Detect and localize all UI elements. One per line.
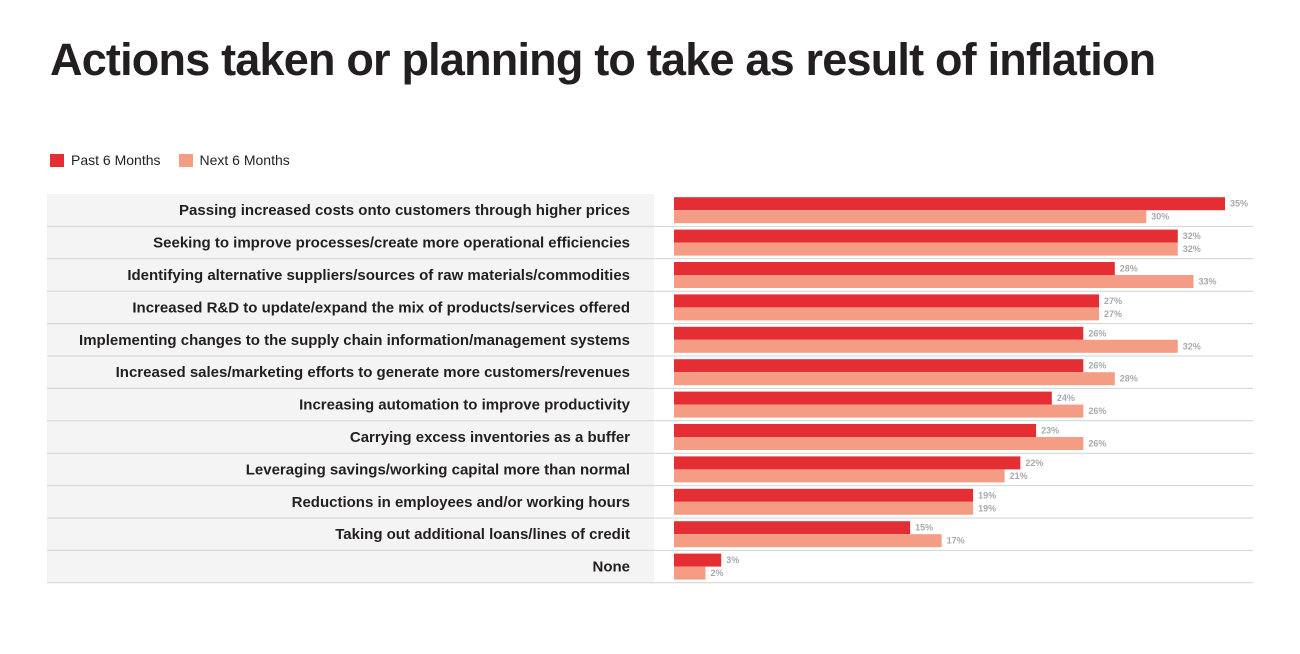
bar-past	[674, 391, 1052, 405]
category-label: Reductions in employees and/or working h…	[292, 494, 630, 511]
value-label-past: 15%	[915, 523, 933, 533]
value-label-next: 19%	[978, 503, 996, 513]
bar-next	[674, 307, 1100, 321]
bar-next	[674, 469, 1005, 483]
bar-next	[674, 534, 942, 548]
bar-next	[674, 339, 1178, 353]
legend-item-next: Next 6 Months	[178, 152, 290, 168]
bar-past	[674, 553, 722, 567]
bar-next	[674, 242, 1178, 256]
value-label-next: 28%	[1120, 374, 1138, 384]
bar-past	[674, 488, 974, 502]
bar-past	[674, 359, 1084, 373]
category-label: Seeking to improve processes/create more…	[153, 235, 630, 252]
bar-past	[674, 294, 1100, 308]
value-label-past: 23%	[1041, 426, 1059, 436]
value-label-past: 26%	[1088, 328, 1106, 338]
legend-label-past: Past 6 Months	[71, 152, 161, 168]
bar-next	[674, 210, 1147, 224]
category-label: Taking out additional loans/lines of cre…	[335, 526, 630, 543]
bar-next	[674, 275, 1194, 288]
value-label-next: 26%	[1088, 439, 1106, 449]
bar-past	[674, 424, 1037, 437]
value-label-next: 17%	[947, 536, 965, 546]
value-label-past: 28%	[1120, 264, 1138, 274]
value-label-next: 30%	[1151, 212, 1169, 222]
legend-swatch-past	[50, 153, 64, 167]
category-label: None	[593, 559, 631, 576]
category-label: Increasing automation to improve product…	[299, 397, 631, 414]
value-label-next: 32%	[1183, 244, 1201, 254]
value-label-past: 35%	[1230, 199, 1248, 209]
value-label-next: 2%	[710, 568, 723, 578]
bar-past	[674, 197, 1225, 211]
bar-past	[674, 456, 1021, 470]
value-label-past: 22%	[1025, 458, 1043, 468]
category-label: Increased R&D to update/expand the mix o…	[132, 299, 630, 316]
category-label: Implementing changes to the supply chain…	[79, 332, 630, 349]
value-label-next: 33%	[1199, 277, 1217, 287]
legend: Past 6 Months Next 6 Months	[50, 152, 308, 168]
category-label: Identifying alternative suppliers/source…	[127, 267, 630, 284]
value-label-next: 21%	[1010, 471, 1028, 481]
legend-item-past: Past 6 Months	[50, 152, 161, 168]
value-label-next: 32%	[1183, 341, 1201, 351]
category-label: Leveraging savings/working capital more …	[246, 461, 630, 478]
value-label-past: 27%	[1104, 296, 1122, 306]
bar-past	[674, 262, 1115, 275]
category-label: Passing increased costs onto customers t…	[179, 202, 630, 219]
bar-past	[674, 326, 1084, 340]
bar-next	[674, 501, 974, 515]
bar-next	[674, 566, 706, 580]
value-label-past: 26%	[1088, 361, 1106, 371]
legend-label-next: Next 6 Months	[199, 152, 290, 168]
category-label: Increased sales/marketing efforts to gen…	[116, 364, 630, 381]
value-label-next: 27%	[1104, 309, 1122, 319]
bar-next	[674, 372, 1115, 386]
legend-swatch-next	[178, 153, 193, 167]
value-label-past: 24%	[1057, 393, 1075, 403]
value-label-next: 26%	[1088, 406, 1106, 416]
bar-next	[674, 437, 1084, 450]
bar-past	[674, 229, 1178, 243]
value-label-past: 3%	[726, 555, 739, 565]
bar-past	[674, 521, 911, 535]
value-label-past: 19%	[978, 490, 996, 500]
chart-title: Actions taken or planning to take as res…	[50, 34, 1156, 85]
bar-next	[674, 404, 1084, 418]
value-label-past: 32%	[1183, 231, 1201, 241]
category-label: Carrying excess inventories as a buffer	[350, 429, 630, 446]
